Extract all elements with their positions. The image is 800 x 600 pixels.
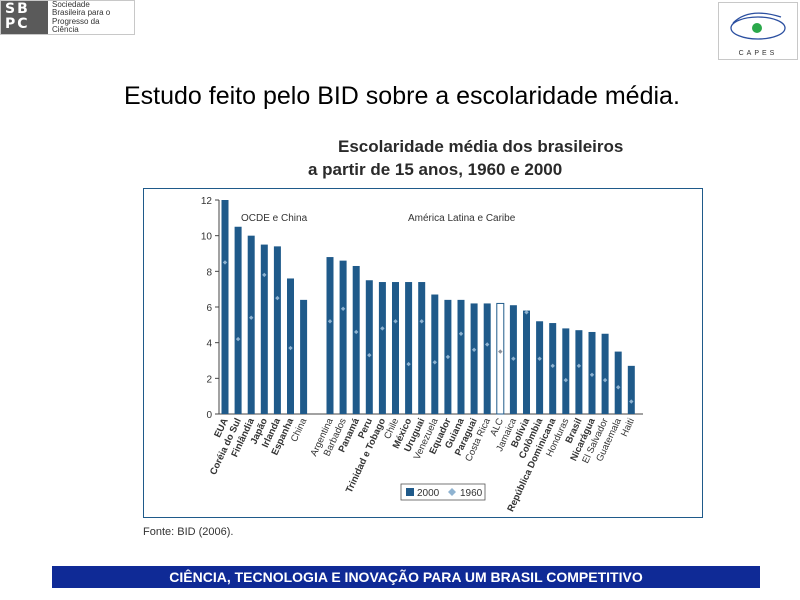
capes-logo: CAPES [718,2,798,60]
bar-2000 [378,282,386,414]
marker-1960 [458,331,464,336]
bar-2000 [234,226,242,414]
sbpc-text-line: Sociedade [52,0,90,9]
source-note: Fonte: BID (2006). [143,526,234,538]
bar-2000 [365,280,373,414]
marker-1960 [616,385,621,390]
marker-1960 [629,399,634,404]
bar-2000 [470,303,478,414]
sbpc-mark-line2: PC [5,16,30,32]
legend-swatch-2000 [406,488,414,496]
sbpc-text-line: Progresso da [52,16,100,26]
legend-label-1960: 1960 [460,488,483,499]
y-tick-label: 4 [206,339,212,350]
marker-1960 [235,336,241,342]
marker-1960 [327,319,333,324]
bar-2000 [431,294,439,414]
marker-1960 [419,319,424,324]
marker-1960 [288,345,293,351]
marker-1960 [380,326,385,331]
sbpc-text-line: Brasileira para o [52,8,111,18]
marker-1960 [432,360,437,365]
marker-1960 [275,295,280,301]
bar-2000 [392,282,399,414]
bar-2000 [247,235,255,414]
legend-label-2000: 2000 [417,488,440,499]
marker-1960 [524,310,529,315]
y-tick-label: 2 [206,374,212,385]
sbpc-mark-line1: SB [5,1,30,17]
marker-1960 [485,342,490,347]
marker-1960 [340,306,346,311]
marker-1960 [222,260,228,265]
bar-2000 [575,330,583,414]
footer-banner: CIÊNCIA, TECNOLOGIA E INOVAÇÃO PARA UM B… [52,566,760,588]
chart-title: Escolaridade média dos brasileiros a par… [308,135,623,181]
y-tick-label: 6 [206,303,212,314]
bar-2000 [562,328,570,414]
marker-1960 [576,363,582,369]
legend-swatch-1960 [448,488,456,496]
y-tick-label: 10 [201,232,213,243]
bar-2000 [523,310,530,414]
bar-2000 [326,257,334,414]
chart-title-line1: Escolaridade média dos brasileiros [338,137,624,156]
bar-2000 [273,246,281,414]
chart-legend: 2000 1960 [400,483,486,501]
bar-2000 [549,323,557,414]
sbpc-logo-mark: SB PC [1,1,48,34]
marker-1960 [471,347,477,352]
bar-2000 [601,333,609,414]
bar-2000 [457,299,465,414]
y-tick-label: 12 [201,196,213,207]
y-tick-label: 8 [206,267,212,278]
page-heading: Estudo feito pelo BID sobre a escolarida… [124,82,680,110]
capes-logo-text: CAPES [738,50,778,57]
bar-2000 [221,200,229,414]
marker-1960 [498,349,503,354]
marker-1960 [367,352,372,358]
bar-2000-highlight [496,302,505,415]
group-label-oecd: OCDE e China [241,213,308,224]
legend-box [400,483,486,501]
sbpc-logo-text: Sociedade Brasileira para o Progresso da… [52,0,111,35]
sbpc-text-line: Ciência [52,25,79,35]
marker-1960 [354,329,359,335]
marker-1960 [393,319,398,324]
bar-2000 [483,303,491,414]
bar-2000 [627,365,635,414]
marker-1960 [511,356,516,361]
marker-1960 [537,356,542,361]
marker-1960 [406,361,411,367]
bar-2000 [339,260,347,414]
chart-title-line2: a partir de 15 anos, 1960 e 2000 [308,160,563,179]
bar-2000 [352,265,360,414]
bar-2000 [536,321,544,414]
marker-1960 [445,354,451,360]
sbpc-logo: SB PC Sociedade Brasileira para o Progre… [0,0,135,35]
bar-2000 [614,351,622,414]
bar-2000 [418,282,426,414]
bar-2000 [300,299,308,414]
capes-emblem-icon [730,12,786,40]
group-label-latam: América Latina e Caribe [408,213,516,224]
bar-2000 [405,282,413,414]
bar-2000 [260,244,268,414]
y-tick-label: 0 [206,410,212,421]
marker-1960 [589,372,595,377]
marker-1960 [262,272,267,278]
marker-1960 [249,315,254,320]
